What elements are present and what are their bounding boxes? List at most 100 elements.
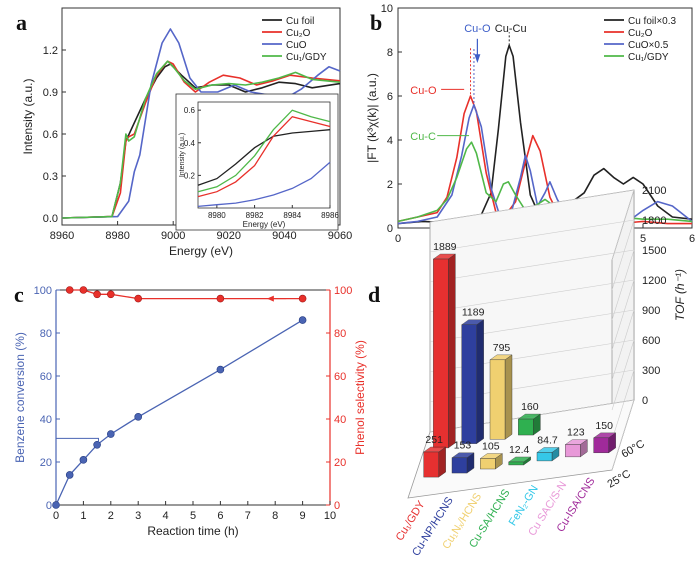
bar-value-label: 1189 bbox=[462, 307, 485, 319]
grid-side bbox=[611, 309, 635, 381]
y-tick-label: 8 bbox=[387, 47, 393, 59]
x-tick-label: 5 bbox=[640, 233, 646, 245]
z-tick-label: 300 bbox=[642, 365, 660, 377]
inset-y-tick-label: 0.6 bbox=[184, 106, 196, 115]
arrow-to-left-axis bbox=[56, 437, 99, 443]
z-tick-label: 0 bbox=[642, 395, 648, 407]
bar-60c-2-side bbox=[504, 354, 513, 440]
bar-25c-6 bbox=[593, 432, 617, 454]
bar-60c-0-front bbox=[433, 258, 449, 449]
grid-side bbox=[611, 249, 635, 321]
y-axis-label: Benzene conversion (%) bbox=[13, 332, 27, 463]
selectivity-point bbox=[107, 290, 115, 299]
bar-60c-3-front bbox=[518, 418, 534, 436]
x-tick-label: 10 bbox=[324, 510, 336, 522]
legend-label: Cu₂O bbox=[628, 28, 653, 39]
y2-tick-label: 80 bbox=[334, 328, 346, 340]
bar-25c-1-front bbox=[451, 457, 468, 474]
annotation-cu-o-top: Cu-O bbox=[464, 23, 491, 35]
x-tick-label: 7 bbox=[245, 510, 251, 522]
y-tick-label: 4 bbox=[387, 135, 393, 147]
x-axis-label: Reaction time (h) bbox=[147, 524, 238, 538]
inset-y-axis-label: Intensity (a.u.) bbox=[179, 133, 186, 177]
conversion-point bbox=[134, 413, 142, 421]
y-tick-label: 20 bbox=[40, 457, 52, 469]
panel-letter-b: b bbox=[370, 10, 382, 35]
grid-side bbox=[611, 399, 635, 471]
annotation-cu-c: Cu-C bbox=[410, 131, 436, 143]
bar-60c-2-front bbox=[489, 359, 506, 440]
y-tick-label: 0.3 bbox=[43, 171, 58, 183]
y2-tick-label: 40 bbox=[334, 414, 346, 426]
conversion-point bbox=[298, 316, 307, 324]
x-axis-label: Energy (eV) bbox=[169, 244, 233, 258]
y-axis-label: Intensity (a.u.) bbox=[21, 78, 35, 154]
z-tick-label: 900 bbox=[642, 305, 660, 317]
panel-letter-c: c bbox=[14, 282, 24, 307]
bar-value-label: 251 bbox=[425, 434, 443, 446]
series-line-cu1-gdy bbox=[61, 60, 341, 219]
selectivity-point bbox=[65, 286, 74, 294]
bar-25c-1 bbox=[451, 452, 475, 474]
grid-side bbox=[611, 189, 635, 261]
bar-value-label: 795 bbox=[493, 342, 511, 354]
conversion-point bbox=[216, 365, 225, 374]
bar-value-label: 1889 bbox=[433, 241, 457, 253]
bar-25c-2 bbox=[479, 453, 503, 470]
legend-label: Cu₁/GDY bbox=[286, 52, 327, 63]
grid-side bbox=[611, 219, 635, 291]
conversion-point bbox=[65, 471, 74, 479]
bar-value-label: 12.4 bbox=[509, 444, 530, 456]
y2-tick-label: 20 bbox=[334, 457, 346, 469]
x-tick-label: 0 bbox=[53, 510, 59, 522]
inset-series-line bbox=[197, 109, 331, 193]
y-tick-label: 80 bbox=[40, 328, 52, 340]
selectivity-point bbox=[216, 294, 225, 303]
annotation-cu-cu: Cu-Cu bbox=[495, 23, 527, 35]
x-tick-label: 1 bbox=[80, 510, 86, 522]
row-label-25: 25°C bbox=[606, 468, 633, 491]
x-tick-label: 4 bbox=[163, 510, 169, 522]
bar-25c-6-front bbox=[593, 437, 609, 454]
legend-label: Cu₁/GDY bbox=[628, 52, 669, 63]
panel-c: 0 1 2 3 4 5 6 7 8 9 10020406080100020406080100Reac… bbox=[13, 282, 367, 538]
panel-a: 8960 8980 9000 9020 9040 9060 0.0 0.3 0.6 0.9 1.2 E… bbox=[16, 7, 352, 258]
bar-25c-2-front bbox=[480, 458, 496, 470]
legend-label: CuO bbox=[286, 40, 307, 51]
inset-y-tick-label: 0.4 bbox=[184, 139, 196, 148]
x-tick-label: 8 bbox=[272, 510, 278, 522]
x-tick-label: 8960 bbox=[50, 230, 74, 242]
bar-value-label: 105 bbox=[482, 441, 500, 453]
bar-25c-5 bbox=[564, 439, 588, 458]
z-tick-label: 600 bbox=[642, 335, 660, 347]
z-tick-label: 1500 bbox=[642, 245, 666, 257]
bar-25c-0-front bbox=[423, 451, 439, 478]
x-tick-label: 9020 bbox=[217, 230, 241, 242]
panel-letter-d: d bbox=[368, 282, 380, 307]
y-tick-label: 40 bbox=[40, 414, 52, 426]
z-tick-label: 1200 bbox=[642, 275, 666, 287]
selectivity-point bbox=[298, 294, 307, 303]
y2-tick-label: 100 bbox=[334, 285, 352, 297]
x-tick-label: 9060 bbox=[328, 230, 352, 242]
series-line-cuo bbox=[61, 28, 341, 219]
annotation-arrowhead-blue bbox=[474, 54, 481, 63]
inset-x-tick-label: 8986 bbox=[321, 211, 339, 220]
x-tick-label: 9 bbox=[300, 510, 306, 522]
inset-x-tick-label: 8982 bbox=[246, 211, 264, 220]
y-axis-label: |FT (k³χ(k)| (a.u.) bbox=[365, 73, 379, 163]
legend-label: Cu₂O bbox=[286, 28, 311, 39]
x-tick-label: 6 bbox=[217, 510, 223, 522]
conversion-point bbox=[93, 440, 101, 449]
bar-25c-5-front bbox=[565, 444, 581, 458]
y-tick-label: 0 bbox=[387, 223, 393, 235]
x-tick-label: 2 bbox=[108, 510, 114, 522]
y-tick-label: 2 bbox=[387, 179, 393, 191]
conversion-line bbox=[55, 319, 303, 506]
y2-tick-label: 60 bbox=[334, 371, 346, 383]
grid-side bbox=[611, 339, 635, 411]
bar-25c-0-side bbox=[438, 446, 446, 478]
x-tick-label: 3 bbox=[135, 510, 141, 522]
x-tick-label: 0 bbox=[395, 233, 401, 245]
